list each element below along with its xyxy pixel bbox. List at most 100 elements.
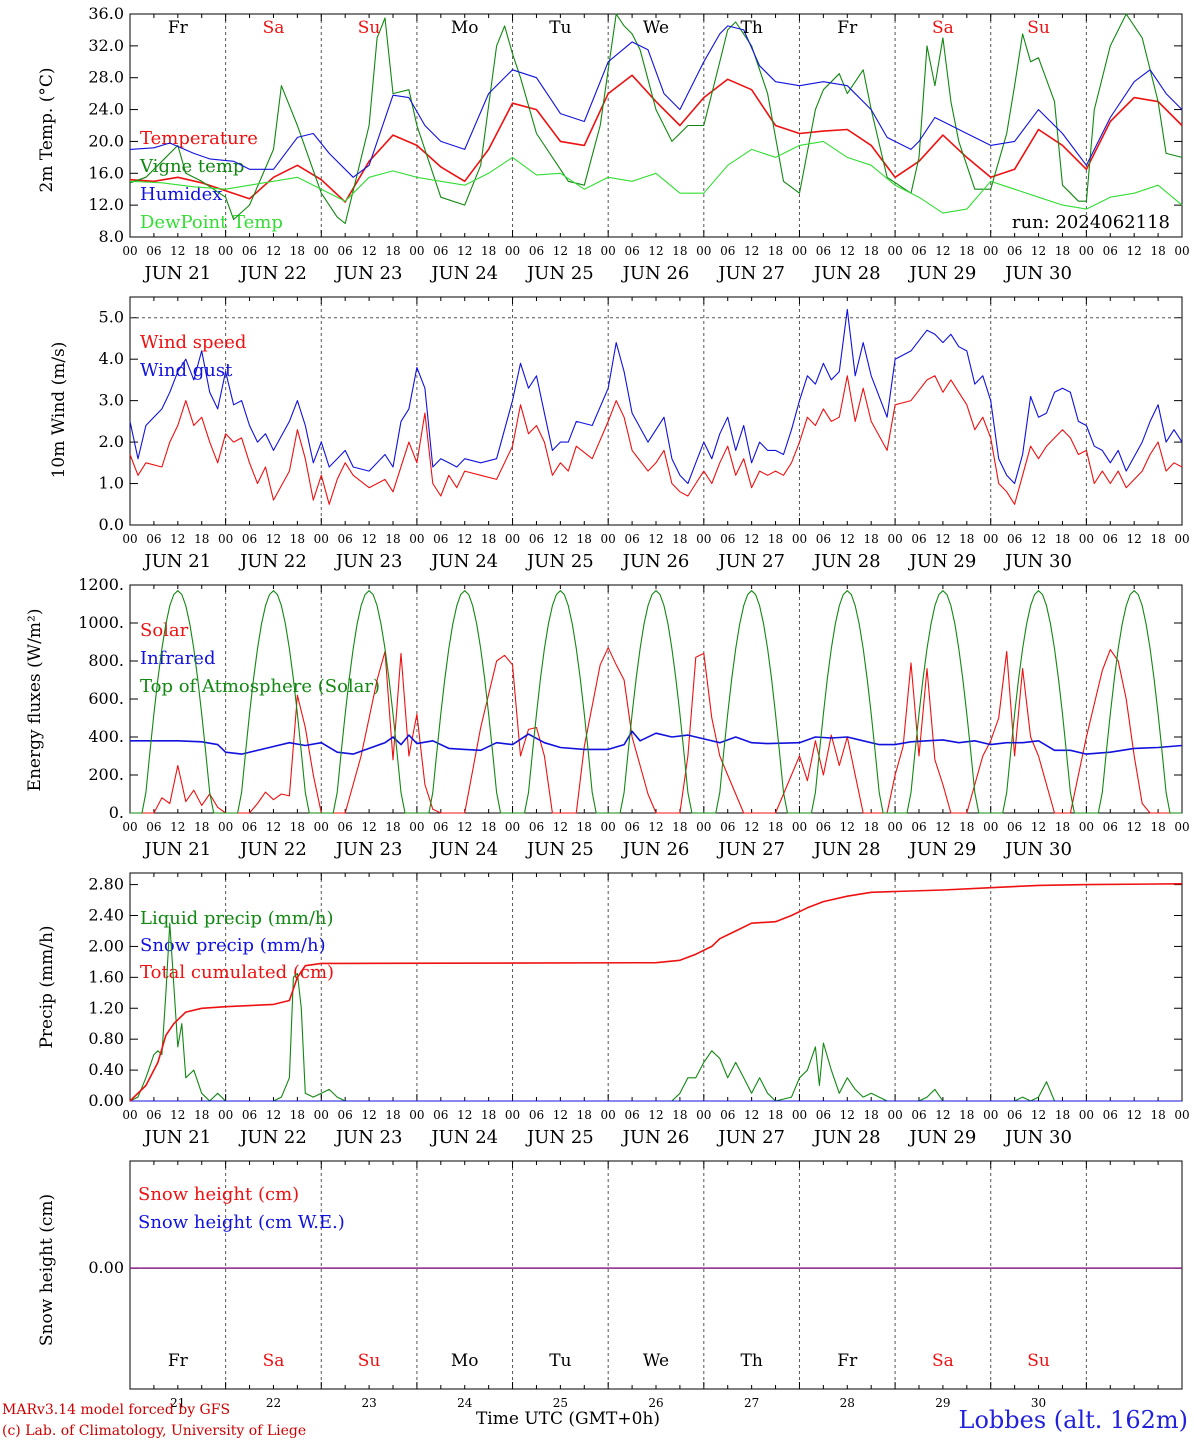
legend-snow-height-we: Snow height (cm W.E.) [138, 1212, 345, 1233]
day-name-label: Fr [837, 1351, 858, 1371]
y-tick-label: 36.0 [88, 4, 124, 23]
x-tick-label: 06 [146, 244, 161, 258]
x-tick-label: 18 [1055, 820, 1070, 834]
date-label: JUN 26 [621, 263, 690, 284]
x-tick-label: 06 [1103, 820, 1118, 834]
x-tick-label: 18 [577, 244, 592, 258]
x-tick-label: 06 [338, 532, 353, 546]
x-tick-label: 06 [720, 244, 735, 258]
x-tick-label: 12 [935, 820, 950, 834]
legend-humidex: Humidex [140, 184, 222, 205]
x-tick-label: 18 [385, 244, 400, 258]
footer-model: MARv3.14 model forced by GFS [2, 1402, 230, 1418]
legend-total-cumulated: Total cumulated (cm) [140, 962, 334, 983]
x-tick-label: 00 [314, 244, 329, 258]
x-tick-label: 06 [1007, 1108, 1022, 1122]
x-tick-label: 06 [242, 1108, 257, 1122]
x-tick-label: 06 [1007, 820, 1022, 834]
x-tick-label: 18 [481, 820, 496, 834]
x-tick-label: 00 [505, 532, 520, 546]
legend-snow-height: Snow height (cm) [138, 1184, 299, 1205]
date-label: JUN 25 [525, 551, 594, 572]
x-tick-label: 18 [768, 532, 783, 546]
x-tick-label: 00 [218, 244, 233, 258]
y-tick-label: 2.40 [88, 906, 124, 925]
x-tick-label: 18 [290, 244, 305, 258]
x-tick-label: 12 [361, 820, 376, 834]
x-tick-label: 00 [218, 820, 233, 834]
x-tick-label: 18 [385, 820, 400, 834]
x-tick-label: 18 [864, 820, 879, 834]
x-tick-label: 18 [768, 244, 783, 258]
date-label: JUN 28 [812, 1127, 881, 1148]
x-tick-label: 06 [911, 532, 926, 546]
x-tick-label: 18 [577, 1108, 592, 1122]
date-label: JUN 21 [142, 551, 211, 572]
day-name-label: Su [1027, 18, 1050, 38]
x-tick-label: 00 [887, 1108, 902, 1122]
date-label: JUN 21 [142, 263, 211, 284]
series-dewpoint-temp [129, 140, 1183, 214]
y-tick-label: 2.80 [88, 875, 124, 894]
x-tick-label: 18 [1055, 1108, 1070, 1122]
x-tick-label: 18 [672, 532, 687, 546]
panel-frame: 0.00 [88, 1160, 1183, 1390]
date-label: JUN 23 [334, 1127, 403, 1148]
precip-panel: 0.00 0.40 0.80 1.20 1.60 2.00 2.40 2.80 Precip … [37, 872, 1190, 1148]
x-tick-label: 12 [170, 532, 185, 546]
x-tick-label: 00 [601, 532, 616, 546]
x-tick-label: 12 [1127, 820, 1142, 834]
day-number-label: 26 [648, 1396, 663, 1410]
date-label: JUN 24 [429, 551, 498, 572]
x-tick-label: 06 [242, 244, 257, 258]
legend-temperature: Temperature [140, 128, 258, 149]
x-tick-label: 12 [266, 532, 281, 546]
date-label: JUN 23 [334, 551, 403, 572]
x-tick-label: 18 [194, 532, 209, 546]
x-tick-label: 06 [529, 1108, 544, 1122]
day-name-label: Fr [837, 18, 858, 38]
x-tick-label: 12 [935, 532, 950, 546]
y-tick-label: 12.0 [88, 195, 124, 214]
x-tick-label: 12 [170, 244, 185, 258]
day-name-label: Su [358, 18, 381, 38]
x-tick-label: 18 [672, 820, 687, 834]
x-tick-label: 06 [146, 532, 161, 546]
x-tick-label: 12 [361, 244, 376, 258]
x-tick-label: 00 [983, 532, 998, 546]
y-tick-label: 1200. [78, 575, 124, 594]
series-total-cumulated-cm [129, 883, 1183, 1102]
x-tick-label: 18 [290, 820, 305, 834]
x-tick-label: 06 [624, 1108, 639, 1122]
x-tick-label: 18 [194, 244, 209, 258]
x-tick-label: 00 [1079, 532, 1094, 546]
y-tick-label: 0.80 [88, 1029, 124, 1048]
wind-panel: 0.0 1.0 2.0 3.0 4.0 5.0 10m Wind (m/s) Wind s… [49, 296, 1190, 572]
x-tick-label: 06 [720, 1108, 735, 1122]
y-tick-label: 0.40 [88, 1060, 124, 1079]
x-tick-label: 06 [624, 820, 639, 834]
x-tick-label: 06 [529, 244, 544, 258]
day-number-label: 23 [361, 1396, 376, 1410]
day-number-label: 22 [266, 1396, 281, 1410]
x-tick-label: 12 [1031, 820, 1046, 834]
plot-frame [129, 13, 1183, 238]
x-tick-label: 12 [648, 532, 663, 546]
x-tick-label: 18 [1055, 532, 1070, 546]
x-tick-label: 06 [146, 1108, 161, 1122]
y-tick-label: 4.0 [99, 349, 124, 368]
x-tick-label: 00 [218, 532, 233, 546]
series-solar [130, 647, 1182, 814]
x-tick-label: 18 [1055, 244, 1070, 258]
y-tick-label: 3.0 [99, 391, 124, 410]
y-tick-label: 0.00 [88, 1258, 124, 1277]
x-tick-label: 06 [816, 820, 831, 834]
date-label: JUN 26 [621, 1127, 690, 1148]
x-tick-label: 06 [816, 1108, 831, 1122]
x-tick-label: 06 [529, 532, 544, 546]
date-label: JUN 29 [908, 1127, 977, 1148]
x-tick-label: 12 [744, 532, 759, 546]
x-tick-label: 18 [959, 1108, 974, 1122]
x-tick-label: 00 [314, 820, 329, 834]
y-tick-label: 24.0 [88, 100, 124, 119]
